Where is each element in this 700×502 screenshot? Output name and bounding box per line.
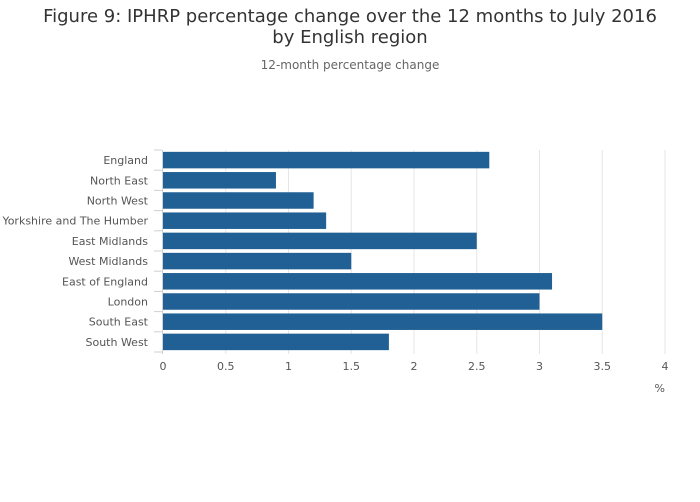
bar <box>163 333 389 351</box>
x-tick-label: 3 <box>536 360 543 373</box>
y-tick-label: Yorkshire and The Humber <box>1 215 148 228</box>
y-tick-label: North West <box>87 195 149 208</box>
bar <box>163 293 540 310</box>
x-tick-label: 2 <box>411 360 418 373</box>
y-tick-label: London <box>108 296 148 309</box>
chart-title: Figure 9: IPHRP percentage change over t… <box>43 6 657 48</box>
y-tick-label: East of England <box>62 275 148 288</box>
bar <box>163 192 314 209</box>
bars <box>163 151 603 351</box>
x-tick-label: 0.5 <box>217 360 235 373</box>
y-tick-label: West Midlands <box>68 255 148 268</box>
bar <box>163 212 327 229</box>
y-tick-label: East Midlands <box>72 235 149 248</box>
y-tick-label: England <box>103 154 148 167</box>
x-tick-label: 3.5 <box>594 360 612 373</box>
y-tick-label: North East <box>90 174 149 187</box>
x-tick-label: 1.5 <box>343 360 361 373</box>
bar <box>163 232 477 250</box>
bar <box>163 252 352 270</box>
y-axis-labels: England North East North West Yorkshire and… <box>1 154 148 349</box>
chart-subtitle: 12-month percentage change <box>260 58 440 72</box>
x-tick-label: 2.5 <box>468 360 486 373</box>
x-tick-label: 1 <box>285 360 292 373</box>
bar <box>163 273 553 290</box>
x-axis-labels: 0 0.5 1 1.5 2 2.5 3 3.5 4 <box>160 360 669 373</box>
x-tick-label: 4 <box>662 360 669 373</box>
bar <box>163 313 603 330</box>
x-tick-label: 0 <box>160 360 167 373</box>
x-axis-unit-label: % <box>655 382 665 395</box>
bar <box>163 151 490 169</box>
y-tick-label: South West <box>85 336 148 349</box>
bar <box>163 172 276 189</box>
y-tick-label: South East <box>89 316 149 329</box>
